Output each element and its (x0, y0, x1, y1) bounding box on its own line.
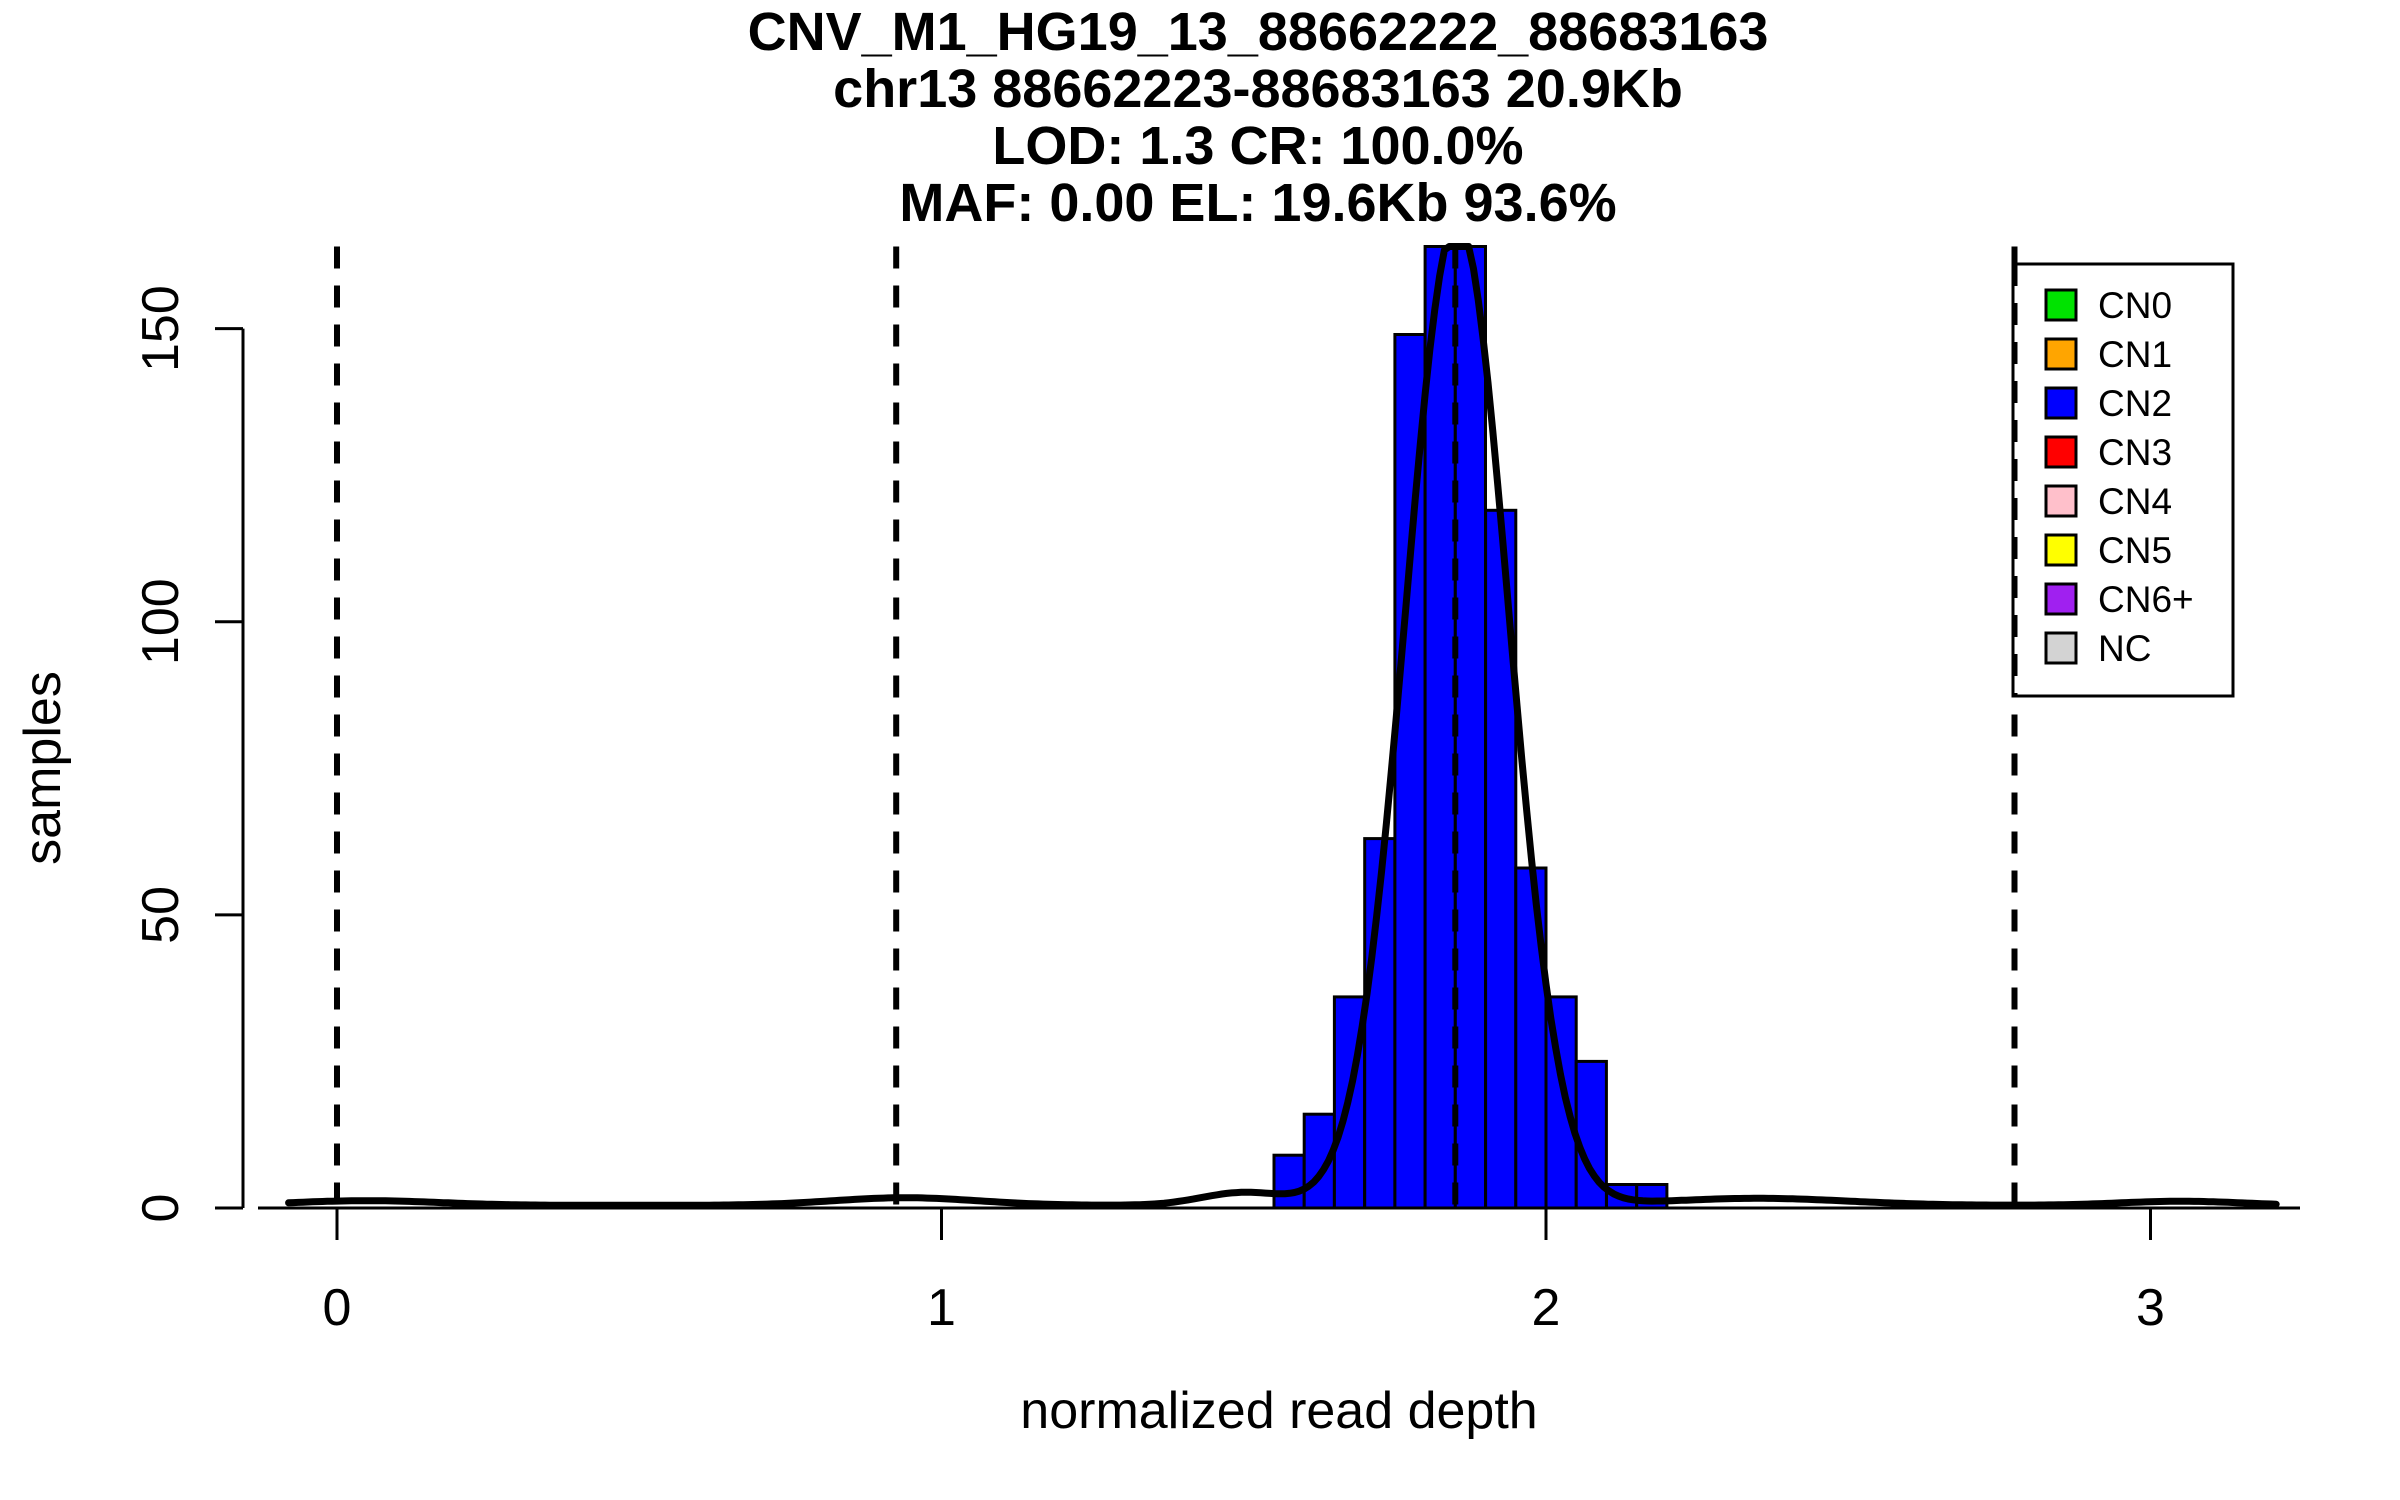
x-tick-label: 3 (2136, 1279, 2165, 1337)
legend-box (2011, 262, 2235, 698)
density-curve (285, 243, 2280, 1209)
copy-number-dashed-lines (334, 246, 2018, 1208)
legend-swatch-cn3-icon (2044, 435, 2078, 469)
legend-label-cn4: CN4 (2098, 481, 2172, 522)
legend-label-cn1: CN1 (2098, 334, 2172, 375)
title-line-4: MAF: 0.00 EL: 19.6Kb 93.6% (899, 173, 1616, 233)
x-tick-label: 1 (927, 1279, 956, 1337)
title-line-3: LOD: 1.3 CR: 100.0% (992, 116, 1523, 176)
legend-item-cn2: CN2 (2044, 383, 2172, 424)
legend-label-nc: NC (2098, 628, 2151, 669)
legend-swatch-cn0-icon (2044, 288, 2078, 322)
legend-item-cn1: CN1 (2044, 334, 2172, 375)
legend-label-cn6plus: CN6+ (2098, 579, 2194, 620)
legend-item-cn6plus: CN6+ (2044, 579, 2194, 620)
legend-swatch-cn5-icon (2044, 533, 2078, 567)
title-line-1: CNV_M1_HG19_13_88662222_88683163 (748, 2, 1769, 62)
density-curve-path (285, 243, 2280, 1209)
histogram-bar (1453, 245, 1488, 1210)
legend-label-cn2: CN2 (2098, 383, 2172, 424)
legend-swatch-cn2-icon (2044, 386, 2078, 420)
y-tick-label: 100 (132, 578, 190, 665)
legend-swatch-cn4-icon (2044, 484, 2078, 518)
plot-title: CNV_M1_HG19_13_88662222_88683163 chr13 8… (748, 2, 1769, 233)
legend-item-cn5: CN5 (2044, 530, 2172, 571)
histogram-bar (1423, 245, 1457, 1210)
histogram-bar (1272, 1153, 1306, 1210)
legend-item-nc: NC (2044, 628, 2151, 669)
y-tick-label: 0 (132, 1194, 190, 1223)
y-tick-label: 150 (132, 285, 190, 372)
legend-item-cn3: CN3 (2044, 432, 2172, 473)
legend-swatch-cn6plus-icon (2044, 582, 2078, 616)
histogram-bars (1272, 245, 1669, 1210)
x-axis-label: normalized read depth (1020, 1382, 1537, 1440)
legend-label-cn0: CN0 (2098, 285, 2172, 326)
y-tick-label: 50 (132, 886, 190, 944)
legend-item-cn4: CN4 (2044, 481, 2172, 522)
y-axis-label: samples (14, 671, 72, 865)
title-line-2: chr13 88662223-88683163 20.9Kb (833, 59, 1683, 119)
legend-label-cn3: CN3 (2098, 432, 2172, 473)
legend: CN0 CN1 CN2 CN3 CN4 CN5 CN6+ NC (2011, 262, 2235, 698)
legend-label-cn5: CN5 (2098, 530, 2172, 571)
legend-swatch-nc-icon (2044, 631, 2078, 665)
legend-item-cn0: CN0 (2044, 285, 2172, 326)
axes: 0 1 2 3 0 50 100 150 (132, 285, 2300, 1337)
x-tick-label: 0 (323, 1279, 352, 1337)
legend-swatch-cn1-icon (2044, 337, 2078, 371)
x-tick-label: 2 (1532, 1279, 1561, 1337)
